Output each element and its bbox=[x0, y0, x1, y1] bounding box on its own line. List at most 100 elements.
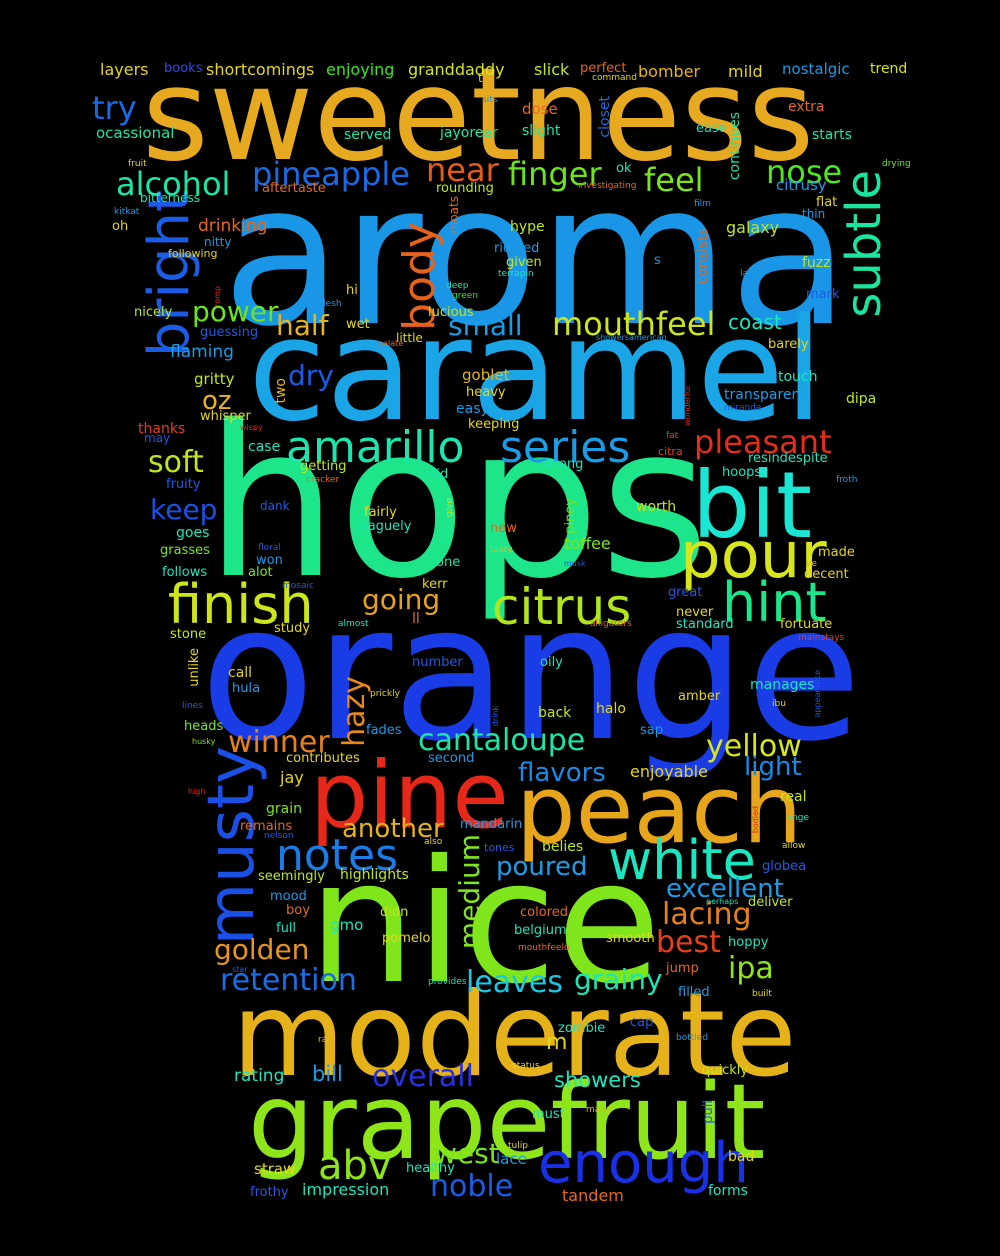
word-floral: floral bbox=[258, 543, 281, 553]
word-layers: layers bbox=[100, 60, 149, 79]
word-fairly: fairly bbox=[364, 505, 397, 520]
word-filled: filled bbox=[678, 985, 710, 1000]
word-extra: extra bbox=[788, 99, 825, 115]
word-bitterness: bitterness bbox=[140, 191, 200, 205]
word-solid: solid bbox=[418, 467, 449, 482]
word-never: never bbox=[676, 605, 714, 620]
word-oh: oh bbox=[112, 219, 129, 234]
word-decent: decent bbox=[804, 567, 849, 582]
word-real: real bbox=[780, 789, 807, 805]
word-transparent: transparent bbox=[724, 387, 806, 403]
word-alligators: alligators bbox=[590, 619, 632, 629]
word-moderate: moderate bbox=[232, 968, 797, 1103]
word-oily: oily bbox=[540, 655, 563, 670]
word-hoppy: hoppy bbox=[728, 935, 769, 950]
word-getting: getting bbox=[300, 459, 347, 474]
word-deliver: deliver bbox=[748, 895, 793, 910]
word-command: command bbox=[592, 73, 637, 83]
word-granddaddy: granddaddy bbox=[408, 60, 505, 79]
word-number: number bbox=[412, 655, 463, 670]
word-stone: stone bbox=[170, 627, 207, 642]
word-fat: fat bbox=[666, 431, 679, 441]
word-white: white bbox=[608, 829, 756, 892]
word-seemingly: seemingly bbox=[258, 869, 325, 884]
word-tinge: tinge bbox=[786, 813, 809, 823]
word-leaves: leaves bbox=[466, 965, 564, 1000]
word-easy: easy bbox=[456, 401, 489, 417]
word-palate: palate bbox=[378, 339, 404, 348]
word-mood: mood bbox=[270, 889, 307, 904]
word-feel: feel bbox=[644, 161, 704, 199]
word-excellent: excellent bbox=[666, 874, 784, 904]
word-rounding: rounding bbox=[436, 181, 494, 196]
word-didn: didn bbox=[380, 905, 409, 920]
word-amber: amber bbox=[678, 689, 721, 704]
word-mild: mild bbox=[728, 62, 763, 81]
word-cantaloupe: cantaloupe bbox=[418, 723, 586, 758]
word-almost: almost bbox=[338, 619, 369, 629]
word-bodied: bodied bbox=[751, 806, 760, 834]
word-goblet: goblet bbox=[462, 366, 510, 384]
word-lacing: lacing bbox=[662, 897, 752, 932]
word-pineapple: pineapple bbox=[252, 155, 410, 193]
word-perhaps: perhaps bbox=[706, 897, 739, 906]
word-grasses: grasses bbox=[160, 543, 210, 558]
word-series: series bbox=[500, 422, 631, 473]
word-healthy: healthy bbox=[406, 1161, 455, 1176]
word-alcohol: alcohol bbox=[116, 165, 231, 203]
word-high: high bbox=[188, 787, 206, 796]
word-served: served bbox=[344, 127, 392, 143]
word-closet: closet bbox=[597, 96, 613, 138]
word-notes: notes bbox=[276, 830, 399, 881]
word-shortcomings: shortcomings bbox=[206, 60, 315, 79]
word-tones: tones bbox=[484, 841, 515, 854]
word-nose: nose bbox=[766, 153, 843, 191]
word-winner: winner bbox=[228, 725, 330, 760]
word-lucious: lucious bbox=[428, 305, 474, 320]
word-flaming: flaming bbox=[170, 342, 234, 362]
word-miranda: miranda bbox=[724, 403, 762, 413]
word-another: another bbox=[342, 814, 444, 844]
word-contributes: contributes bbox=[286, 751, 360, 766]
word-bill: bill bbox=[312, 1062, 343, 1086]
word-thanks: thanks bbox=[138, 421, 186, 437]
word-west: west bbox=[434, 1137, 500, 1170]
word-given: given bbox=[506, 255, 542, 270]
word-hula: hula bbox=[232, 681, 261, 696]
word-poured: poured bbox=[496, 852, 588, 882]
word-fades: fades bbox=[366, 723, 402, 738]
word-grain: grain bbox=[266, 801, 302, 817]
word-toffee: toffee bbox=[564, 534, 611, 553]
word-flesh: flesh bbox=[320, 299, 342, 309]
word-globea: globea bbox=[762, 859, 807, 874]
word-starts: starts bbox=[812, 127, 852, 143]
word-lace: lace bbox=[496, 1150, 527, 1168]
word-film: film bbox=[694, 199, 711, 209]
word-going: going bbox=[362, 583, 441, 616]
word-hoops: hoops bbox=[722, 465, 762, 480]
word-heavy: heavy bbox=[466, 385, 506, 400]
word-study: study bbox=[274, 621, 311, 636]
word-aroma: aroma bbox=[222, 142, 850, 370]
word-dry: dry bbox=[288, 359, 334, 392]
word-dank: dank bbox=[260, 499, 290, 513]
word-one: one bbox=[436, 555, 461, 570]
word-ibu: ibu bbox=[772, 699, 786, 709]
word-provides: provides bbox=[428, 977, 467, 987]
word-half: half bbox=[276, 309, 329, 342]
word-second: second bbox=[428, 751, 475, 766]
word-case: case bbox=[248, 439, 281, 455]
word-wispy: wispy bbox=[240, 423, 263, 432]
word-kitkat: kitkat bbox=[114, 207, 140, 217]
word-t: t bbox=[478, 71, 483, 85]
word-guessing: guessing bbox=[200, 325, 259, 340]
word-piney: piney bbox=[563, 498, 578, 534]
word-orange: orange bbox=[200, 564, 862, 783]
word-fortuate: fortuate bbox=[780, 617, 833, 632]
word-malty: malty bbox=[586, 1105, 612, 1115]
word-near: near bbox=[426, 151, 499, 189]
word-mouthfeel: mouthfeel bbox=[552, 305, 716, 343]
word-heads: heads bbox=[184, 719, 224, 734]
word-back: back bbox=[538, 705, 572, 721]
